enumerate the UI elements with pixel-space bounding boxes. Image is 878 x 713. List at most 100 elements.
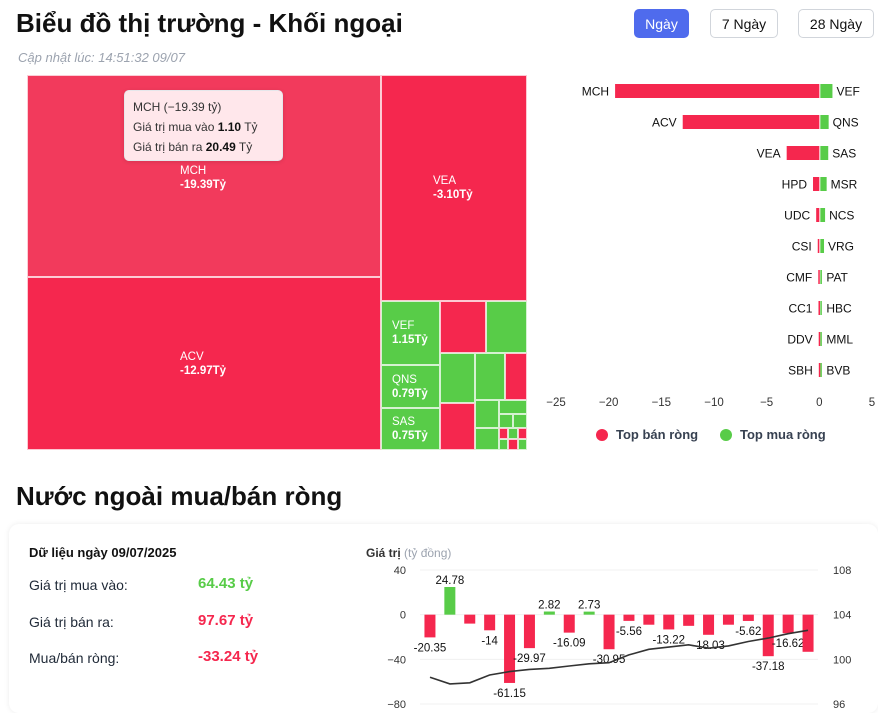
tile-code: ACV — [180, 351, 204, 363]
treemap-tile-small[interactable] — [440, 301, 486, 353]
bar-value-label: -13.22 — [652, 634, 685, 646]
buy-bar — [820, 332, 822, 346]
sell-bar — [818, 332, 821, 346]
net-flow-bar — [603, 614, 615, 650]
treemap-tile-vea[interactable]: VEA -3.10Tỷ — [381, 75, 527, 301]
treemap-tile-small[interactable] — [499, 439, 508, 450]
buy-bar — [820, 301, 822, 315]
treemap-tile-small[interactable] — [486, 301, 527, 353]
net-flow-bar — [722, 614, 734, 625]
y2-tick-label: 100 — [833, 654, 851, 666]
sell-bar — [786, 146, 820, 160]
treemap-tile-small[interactable] — [475, 353, 505, 400]
net-flow-bar — [663, 614, 675, 630]
buy-value-label: Giá trị mua vào: — [29, 577, 128, 593]
buy-code-label: NCS — [829, 209, 854, 223]
page-title: Biểu đồ thị trường - Khối ngoại — [16, 8, 403, 38]
tooltip-unit: Tỷ — [238, 140, 253, 154]
net-flow-bar — [484, 614, 496, 631]
treemap-tile-qns[interactable]: QNS 0.79Tỷ — [381, 365, 440, 408]
net-flow-bar — [424, 614, 436, 638]
bar-value-label: 24.78 — [435, 575, 464, 587]
treemap-tile-small[interactable] — [508, 428, 518, 439]
y-axis-title: Giá trị — [366, 546, 401, 560]
sell-bar — [682, 115, 820, 129]
legend-buy[interactable]: Top mua ròng — [720, 427, 826, 442]
sell-bar — [813, 177, 820, 191]
buy-bar — [820, 208, 826, 222]
legend-sell[interactable]: Top bán ròng — [596, 427, 698, 442]
treemap-tile-small[interactable] — [440, 403, 475, 450]
treemap-tile-small[interactable] — [508, 439, 518, 450]
sell-bar — [817, 239, 820, 253]
tooltip-buy-row: Giá trị mua vào 1.10 Tỷ — [133, 117, 274, 137]
buy-value: 64.43 tỷ — [198, 575, 254, 592]
y2-tick-label: 104 — [833, 610, 851, 622]
net-flow-chart: 40 0 −40 −80 108 104 100 96 -20.35 24.78 -14 -61.15… — [387, 565, 851, 711]
period-7-days-button[interactable]: 7 Ngày — [710, 9, 778, 38]
bar-value-label: -61.15 — [493, 688, 526, 700]
buy-code-label: HBC — [826, 302, 852, 316]
net-flow-bar — [683, 614, 695, 626]
sell-code-label: CC1 — [788, 302, 812, 316]
treemap-tile-small[interactable] — [475, 400, 499, 428]
net-flow-bar — [563, 614, 575, 633]
sell-code-label: MCH — [582, 85, 609, 99]
treemap-tile-small[interactable] — [440, 353, 475, 403]
bar-value-label: -18.03 — [692, 640, 725, 652]
buy-code-label: VEF — [836, 85, 859, 99]
tooltip-sell-label: Giá trị bán ra — [133, 140, 203, 154]
sell-bar — [818, 270, 820, 284]
y-tick-label: 40 — [394, 565, 406, 577]
net-flow-bar — [802, 614, 814, 652]
bar-value-label: -5.56 — [616, 626, 642, 638]
treemap-tile-vef[interactable]: VEF 1.15Tỷ — [381, 301, 440, 365]
tooltip-sell-value: 20.49 — [205, 140, 236, 154]
bar-value-label: -14 — [481, 635, 498, 647]
net-flow-bar — [583, 611, 595, 615]
buy-code-label: VRG — [828, 240, 854, 254]
bar-value-label: -20.35 — [414, 642, 447, 654]
tile-value: -12.97Tỷ — [180, 365, 227, 377]
index-line — [429, 629, 809, 685]
net-flow-bar — [464, 614, 476, 624]
treemap-tile-small[interactable] — [499, 400, 527, 414]
treemap-tile-small[interactable] — [518, 439, 527, 450]
tooltip-buy-label: Giá trị mua vào — [133, 120, 215, 134]
y2-tick-label: 96 — [833, 699, 845, 711]
buy-bar — [820, 239, 825, 253]
sell-code-label: CSI — [792, 240, 812, 254]
treemap-label-vef: VEF 1.15Tỷ — [392, 319, 428, 347]
treemap-label-acv: ACV -12.97Tỷ — [180, 350, 226, 378]
sell-code-label: CMF — [786, 271, 812, 285]
buy-code-label: PAT — [826, 271, 848, 285]
sell-bar — [615, 84, 820, 98]
treemap-tile-acv[interactable]: ACV -12.97Tỷ — [27, 277, 381, 450]
buy-bar — [820, 363, 822, 377]
sell-code-label: ACV — [652, 116, 677, 130]
buy-bar — [820, 177, 827, 191]
treemap-tile-sas[interactable]: SAS 0.75Tỷ — [381, 408, 440, 450]
tile-value: -19.39Tỷ — [180, 179, 227, 191]
treemap-tile-small[interactable] — [499, 428, 508, 439]
treemap-tile-small[interactable] — [505, 353, 527, 400]
net-flow-bar — [703, 614, 715, 635]
x-tick-label: 0 — [816, 397, 822, 409]
updated-time: Cập nhật lúc: 14:51:32 09/07 — [18, 50, 185, 65]
sell-code-label: VEA — [757, 147, 781, 161]
treemap-tile-small[interactable] — [475, 428, 499, 450]
sell-code-label: DDV — [787, 333, 812, 347]
buy-bar — [820, 84, 833, 98]
period-day-button[interactable]: Ngày — [634, 9, 689, 38]
period-28-days-button[interactable]: 28 Ngày — [798, 9, 874, 38]
y-axis-unit: (tỷ đồng) — [404, 546, 452, 560]
buy-code-label: BVB — [826, 364, 850, 378]
treemap-tile-small[interactable] — [518, 428, 527, 439]
x-tick-label: −5 — [760, 397, 773, 409]
treemap-tile-small[interactable] — [499, 414, 513, 428]
treemap-tile-small[interactable] — [513, 414, 527, 428]
net-value: -33.24 tỷ — [198, 648, 259, 665]
buy-bar — [820, 146, 829, 160]
bar-value-label: -16.62 — [772, 638, 805, 650]
net-flow-bar — [643, 614, 655, 625]
